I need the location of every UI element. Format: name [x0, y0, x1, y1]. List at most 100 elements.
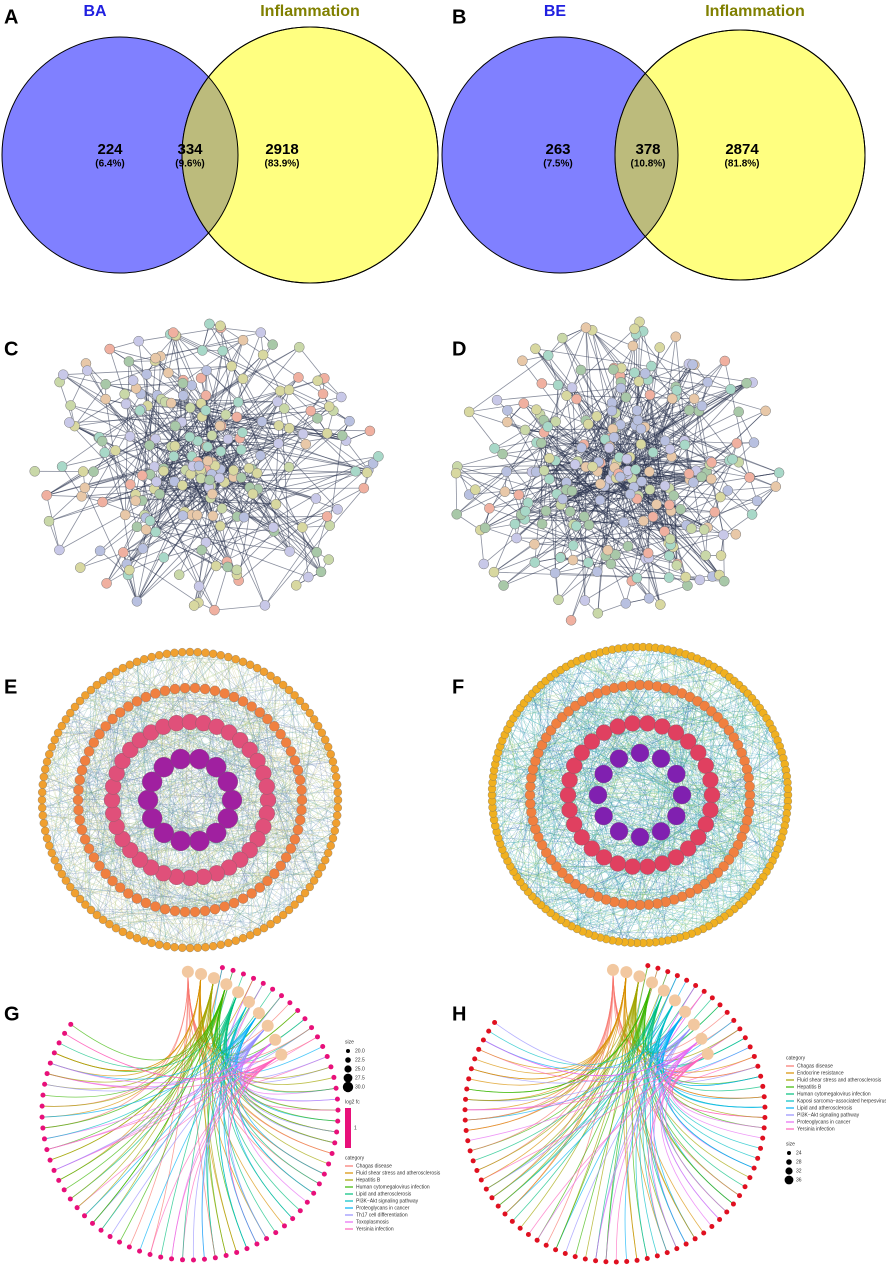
edge: [485, 527, 535, 545]
edge: [197, 652, 302, 811]
edge: [565, 859, 730, 924]
edge: [500, 646, 638, 844]
gene-node: [314, 1034, 320, 1040]
node: [206, 822, 227, 843]
network: [450, 316, 785, 626]
node: [731, 438, 743, 449]
node: [544, 452, 555, 464]
node: [41, 826, 50, 835]
node: [207, 510, 219, 522]
edge: [204, 807, 338, 912]
edge: [81, 393, 142, 497]
edge: [555, 552, 649, 574]
edge: [46, 761, 306, 894]
edge: [606, 896, 748, 940]
node: [272, 915, 282, 924]
node: [278, 910, 288, 920]
node: [629, 367, 640, 378]
node: [98, 915, 108, 924]
node: [324, 520, 335, 531]
legend-label: 28: [796, 1159, 802, 1165]
edge: [465, 969, 614, 1121]
edge: [576, 866, 724, 930]
edge: [496, 701, 583, 832]
edge: [502, 740, 546, 910]
node: [542, 350, 554, 361]
edge: [733, 698, 753, 738]
node: [311, 546, 322, 558]
node: [561, 390, 572, 401]
gene-node: [62, 1030, 68, 1036]
edge: [550, 752, 641, 914]
edge: [571, 916, 725, 927]
gene-node: [44, 1071, 50, 1077]
node: [741, 764, 753, 775]
edge: [205, 770, 299, 948]
edge: [109, 348, 156, 362]
node: [578, 511, 590, 522]
edge: [256, 667, 335, 770]
edge: [648, 648, 662, 686]
edge: [673, 650, 770, 867]
node: [664, 443, 676, 455]
edge: [201, 1012, 260, 1260]
node: [542, 421, 554, 432]
edge: [158, 653, 168, 945]
node: [502, 416, 513, 428]
node: [107, 713, 118, 725]
node: [57, 721, 66, 731]
gene-node: [478, 1177, 484, 1183]
edge: [115, 706, 252, 929]
edge: [214, 815, 338, 910]
edge: [45, 722, 204, 831]
edge: [42, 766, 217, 793]
edge: [106, 552, 124, 584]
size-key: [346, 1049, 350, 1053]
edge: [61, 339, 244, 467]
node: [70, 702, 80, 712]
gene-node: [56, 1040, 62, 1046]
gene-node: [717, 1217, 723, 1223]
edge: [239, 1039, 308, 1203]
edge: [493, 689, 537, 771]
edge: [74, 653, 214, 708]
edge: [558, 458, 733, 601]
node: [255, 327, 267, 338]
node: [189, 830, 210, 852]
node: [683, 468, 695, 479]
edge: [702, 824, 707, 929]
node: [336, 430, 348, 441]
edge: [70, 758, 200, 888]
node: [333, 795, 343, 805]
node: [290, 691, 299, 700]
gene-node: [251, 975, 257, 981]
edge: [43, 746, 329, 824]
edge: [184, 799, 339, 913]
edge: [560, 669, 749, 897]
node: [583, 733, 600, 750]
node: [170, 648, 179, 657]
edge: [576, 779, 711, 930]
node: [193, 648, 202, 657]
node: [728, 847, 739, 858]
venn-b: B BE Inflammation 263 (7.5%) 378 (10.8%)…: [441, 3, 866, 281]
node: [279, 403, 290, 414]
node: [193, 460, 205, 472]
edge: [642, 646, 662, 759]
gene-node: [731, 1017, 737, 1023]
node: [624, 858, 641, 875]
edge: [723, 723, 749, 897]
node: [137, 789, 159, 811]
node: [513, 489, 525, 501]
node: [344, 415, 355, 427]
edge: [597, 794, 749, 813]
edge: [673, 807, 788, 940]
node: [571, 393, 582, 405]
node: [667, 764, 686, 784]
node: [566, 757, 583, 774]
node: [189, 682, 201, 694]
edge: [51, 733, 100, 748]
node: [53, 728, 63, 737]
legend-label: Yersinia infection: [356, 1226, 394, 1232]
edge: [62, 374, 155, 440]
